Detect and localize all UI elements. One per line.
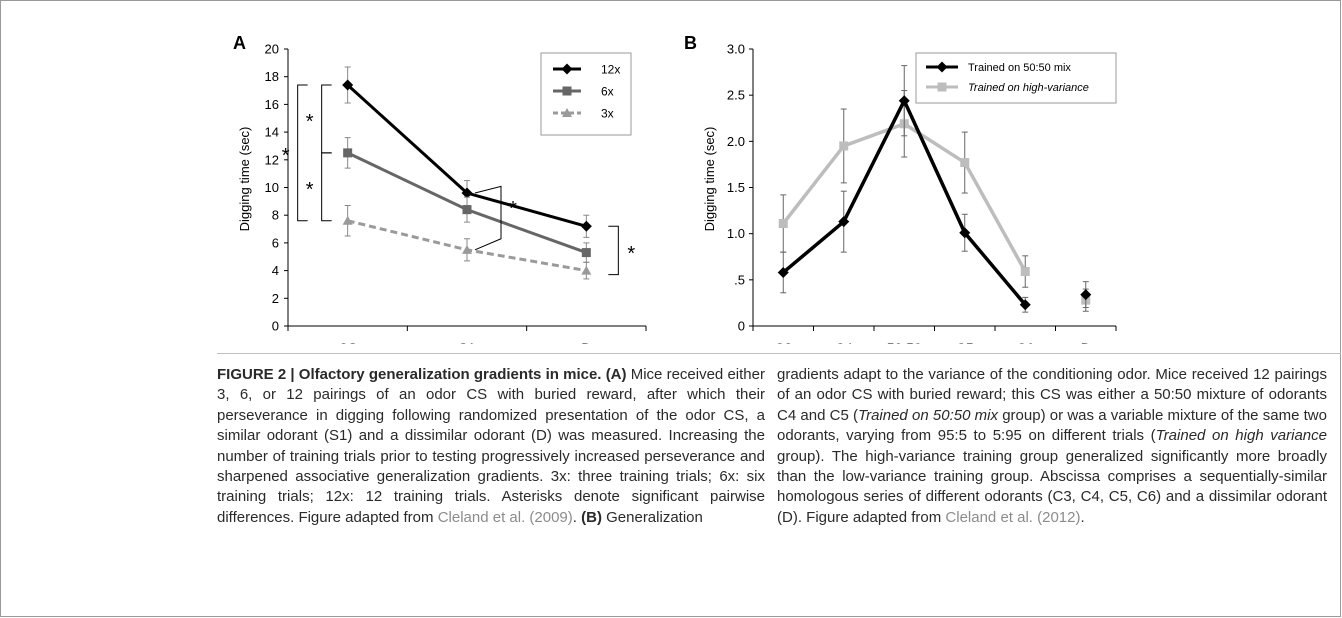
data-point — [778, 219, 788, 229]
caption-text: group) or was a variable mixture of the … — [777, 406, 1327, 445]
caption-left: FIGURE 2 | Olfactory generalization grad… — [217, 365, 765, 528]
x-tick-label: D — [1081, 340, 1091, 344]
x-tick-label: C5 — [956, 340, 974, 344]
caption-text: Generalization — [601, 508, 703, 526]
x-tick-label: C3 — [774, 340, 792, 344]
significance-bracket — [321, 84, 332, 154]
y-tick-label: 18 — [265, 69, 279, 84]
y-tick-label: 4 — [272, 263, 279, 278]
caption-right: gradients adapt to the variance of the c… — [777, 365, 1327, 528]
caption-paragraph-left: FIGURE 2 | Olfactory generalization grad… — [217, 365, 765, 528]
x-tick-label: S1 — [458, 340, 475, 344]
data-point-6x — [581, 248, 591, 258]
y-tick-label: 1.5 — [727, 180, 745, 195]
data-point — [839, 141, 849, 151]
caption-paragraph-right: gradients adapt to the variance of the c… — [777, 365, 1327, 528]
data-point-3x — [342, 215, 353, 225]
significance-bracket — [321, 152, 332, 222]
legend-marker — [562, 108, 572, 117]
legend-label: Trained on 50:50 mix — [968, 62, 1071, 74]
y-tick-label: 3.0 — [727, 42, 745, 57]
panel-b-ref: (B) — [581, 508, 602, 526]
y-tick-label: 1.0 — [727, 226, 745, 241]
y-tick-label: 2.0 — [727, 134, 745, 149]
figure-label: FIGURE 2 | Olfactory generalization grad… — [217, 366, 602, 383]
data-point-12x — [461, 187, 473, 199]
legend-label: Trained on high-variance — [968, 82, 1089, 94]
y-axis-label: Digging time (sec) — [237, 127, 252, 232]
legend-marker — [561, 63, 573, 75]
y-tick-label: 20 — [265, 42, 279, 57]
data-point-3x — [462, 244, 472, 254]
legend-marker — [937, 82, 947, 92]
data-point — [777, 266, 789, 278]
y-tick-label: 0 — [272, 319, 279, 334]
significance-bracket — [474, 185, 502, 251]
y-tick-label: 2 — [272, 291, 279, 306]
chart-panel-a: A Digging time (sec) 0 2 4 6 8 10 12 14 16 18 20 CS… — [233, 33, 647, 344]
caption-text: gradients adapt to the variance of the c… — [777, 366, 1327, 424]
y-tick-label: 10 — [265, 180, 279, 195]
significance-mark: * — [509, 198, 517, 220]
y-tick-label: 6 — [272, 235, 279, 250]
y-tick-label: 14 — [265, 125, 279, 140]
legend-label: 3x — [601, 107, 614, 121]
data-point — [1080, 289, 1092, 301]
y-tick-label: 2.5 — [727, 88, 745, 103]
citation-link[interactable]: Cleland et al. (2009) — [437, 508, 573, 526]
x-tick-label: 50:50 — [887, 340, 922, 344]
data-point — [1019, 299, 1031, 311]
data-point — [1020, 267, 1030, 277]
significance-mark: * — [627, 243, 635, 265]
y-tick-label: 0 — [738, 319, 745, 334]
caption-italic: Trained on 50:50 mix — [858, 406, 998, 424]
data-point-12x — [580, 220, 592, 232]
significance-bracket — [608, 225, 619, 276]
chart-legend: Trained on 50:50 mix Trained on high-vari… — [915, 52, 1117, 104]
data-point — [959, 227, 971, 239]
y-tick-label: .5 — [734, 272, 745, 287]
data-point — [960, 158, 970, 168]
y-axis-label: Digging time (sec) — [702, 127, 717, 232]
data-point-3x — [581, 265, 592, 275]
caption-text: group). The high-variance training group… — [777, 447, 1327, 526]
caption-text: . — [1080, 508, 1085, 526]
chart-panel-b: B Digging time (sec) 0 .5 1.0 1.5 2.0 2.5 3.0 C… — [684, 33, 1117, 344]
caption-text: Mice received either 3, 6, or 12 pairing… — [217, 366, 765, 526]
legend-marker — [562, 86, 572, 96]
legend-marker — [936, 61, 948, 73]
data-point — [898, 95, 910, 107]
caption-divider — [217, 353, 1341, 354]
x-tick-label: CS — [338, 340, 357, 344]
caption-italic: Trained on high variance — [1155, 427, 1327, 445]
panel-a-letter: A — [233, 33, 246, 53]
significance-mark: * — [306, 179, 314, 201]
y-tick-label: 12 — [265, 152, 279, 167]
y-tick-label: 16 — [265, 97, 279, 112]
x-tick-label: C4 — [835, 340, 853, 344]
citation-link[interactable]: Cleland et al. (2012) — [945, 508, 1081, 526]
significance-mark: * — [282, 145, 290, 167]
significance-mark: * — [306, 111, 314, 133]
x-tick-label: D — [581, 340, 591, 344]
panel-a-ref: (A) — [605, 366, 627, 383]
data-point-6x — [343, 148, 353, 158]
data-point — [838, 216, 850, 228]
data-point-6x — [462, 205, 472, 215]
y-tick-label: 8 — [272, 208, 279, 223]
legend-label: 12x — [601, 63, 620, 77]
legend-label: 6x — [601, 85, 614, 99]
chart-legend: 12x 6x 3x — [540, 52, 632, 136]
panel-b-letter: B — [684, 33, 697, 53]
significance-bracket — [297, 84, 308, 222]
x-tick-label: C6 — [1016, 340, 1034, 344]
caption-text: . — [572, 508, 582, 526]
